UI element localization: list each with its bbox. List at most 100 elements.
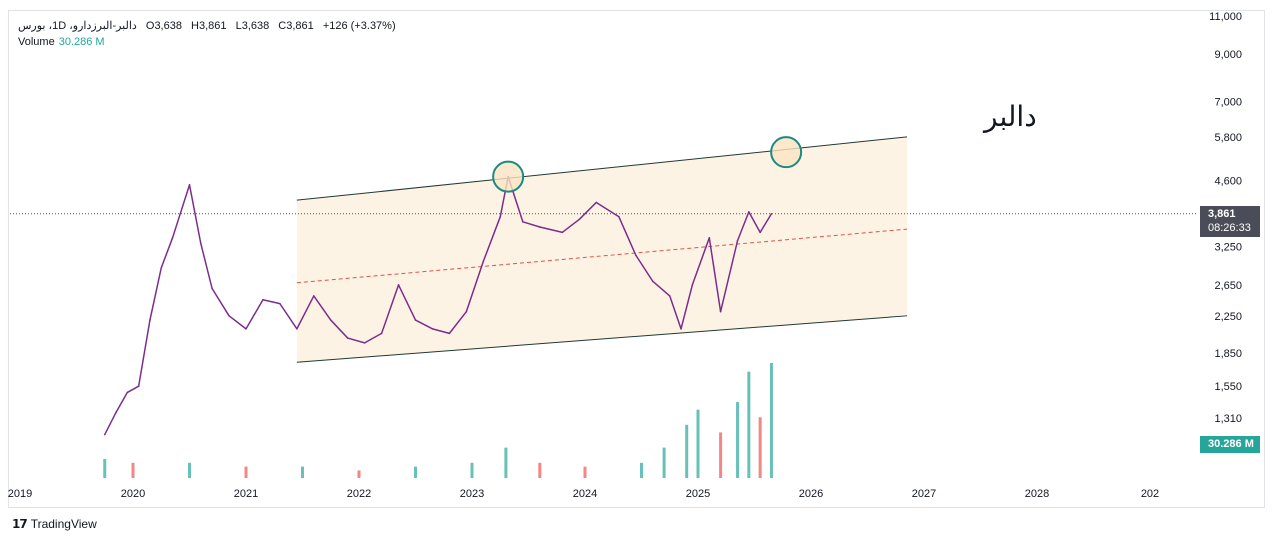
price-point	[748, 211, 750, 213]
x-tick-label: 2024	[573, 488, 597, 500]
price-point	[482, 260, 485, 263]
x-tick-label: 2023	[460, 488, 484, 500]
price-point	[499, 216, 502, 218]
chart-annotation[interactable]: دالبر	[984, 100, 1037, 133]
price-point	[578, 218, 581, 221]
chart-frame	[8, 10, 1265, 508]
price-point	[652, 280, 654, 283]
x-tick-label: 2028	[1025, 488, 1049, 500]
volume-bar	[662, 447, 666, 478]
price-point	[736, 239, 739, 242]
price-point	[279, 302, 281, 305]
volume-bar	[769, 363, 773, 478]
price-point	[465, 310, 468, 313]
volume-bar	[103, 459, 107, 478]
y-tick-label: 3,250	[1214, 241, 1242, 253]
brand-name: TradingView	[30, 517, 97, 531]
y-tick-label: 2,250	[1214, 311, 1242, 323]
high-value: 3,861	[198, 20, 227, 32]
tradingview-logo-icon: 𝟭𝟳	[12, 517, 28, 531]
volume-bar	[719, 432, 723, 478]
channel-layer	[10, 136, 1198, 363]
y-tick-label: 1,550	[1214, 381, 1242, 393]
volume-badge: 30.286 M	[1200, 436, 1260, 453]
price-point	[115, 411, 117, 414]
price-point	[363, 342, 366, 344]
price-point	[668, 295, 671, 297]
low-value: 3,638	[241, 20, 270, 32]
highlight-circle	[492, 160, 525, 193]
price-point	[103, 433, 106, 436]
close-label: C	[278, 20, 287, 32]
price-point	[188, 184, 191, 186]
price-point	[708, 237, 711, 239]
y-tick-label: 1,310	[1214, 413, 1242, 425]
channel-lower-line	[296, 315, 908, 363]
x-tick-label: 2022	[347, 488, 371, 500]
price-point	[346, 337, 349, 339]
price-point	[262, 298, 264, 301]
y-tick-label: 7,000	[1214, 96, 1242, 108]
x-tick-label: 2020	[121, 488, 145, 500]
price-point	[759, 231, 761, 234]
price-point	[691, 284, 694, 286]
price-point	[595, 201, 598, 204]
price-point	[448, 332, 451, 335]
price-point	[635, 254, 637, 257]
price-point	[397, 284, 400, 286]
price-point	[561, 231, 564, 234]
volume-bar	[747, 371, 751, 478]
volume-bar	[696, 409, 700, 478]
volume-bar	[736, 402, 740, 478]
x-tick-label: 2027	[912, 488, 936, 500]
price-point	[211, 287, 213, 290]
volume-label[interactable]: Volume	[18, 36, 55, 48]
volume-bar	[538, 462, 542, 478]
y-tick-label: 9,000	[1214, 49, 1242, 61]
price-point	[126, 391, 129, 394]
volume-bar	[131, 462, 135, 478]
price-point	[313, 295, 315, 297]
x-tick-label: 2025	[686, 488, 710, 500]
symbol-label[interactable]: دالبر-البرزدارو، 1D، بورس	[18, 20, 137, 32]
chart-legend: دالبر-البرزدارو، 1D، بورس O3,638 H3,861 …	[18, 18, 402, 50]
volume-bar	[414, 466, 417, 478]
y-tick-label: 11,000	[1209, 11, 1242, 23]
highlight-circle	[770, 136, 803, 169]
high-label: H	[191, 20, 199, 32]
price-point	[431, 328, 434, 330]
close-value: 3,861	[286, 20, 314, 32]
x-tick-label: 2021	[234, 488, 258, 500]
volume-bar	[301, 466, 304, 478]
bar-countdown: 08:26:33	[1208, 222, 1251, 234]
low-label: L	[235, 20, 242, 32]
x-tick-label: 2019	[8, 488, 32, 500]
footer-branding[interactable]: 𝟭𝟳 TradingView	[12, 517, 97, 531]
x-tick-label: 202	[1141, 488, 1159, 500]
volume-layer	[103, 363, 773, 478]
volume-bar	[583, 466, 587, 478]
price-point	[149, 319, 151, 321]
y-axis: 11,000 9,000 7,000 5,800 4,600 3,250 2,650 2,25…	[1209, 11, 1242, 425]
price-point	[228, 315, 230, 317]
y-tick-label: 1,850	[1214, 348, 1242, 360]
volume-bar	[504, 447, 508, 478]
price-point	[171, 237, 174, 239]
price-point	[160, 267, 163, 269]
price-point	[380, 332, 383, 335]
volume-bar	[244, 466, 248, 478]
x-axis: 2019 2020 2021 2022 2023 2024 2025 2026 2027 2028…	[8, 488, 1159, 500]
open-label: O	[145, 20, 155, 32]
y-tick-label: 4,600	[1214, 176, 1242, 188]
last-price-badge: 3,861 08:26:33	[1200, 206, 1260, 237]
volume-bar	[470, 462, 474, 478]
last-price: 3,861	[1208, 208, 1236, 220]
price-point	[414, 319, 417, 321]
price-point	[539, 226, 541, 228]
price-point	[719, 310, 722, 313]
price-point	[680, 328, 682, 330]
price-point	[200, 242, 202, 245]
channel-fill	[296, 136, 908, 363]
price-point	[770, 212, 773, 215]
